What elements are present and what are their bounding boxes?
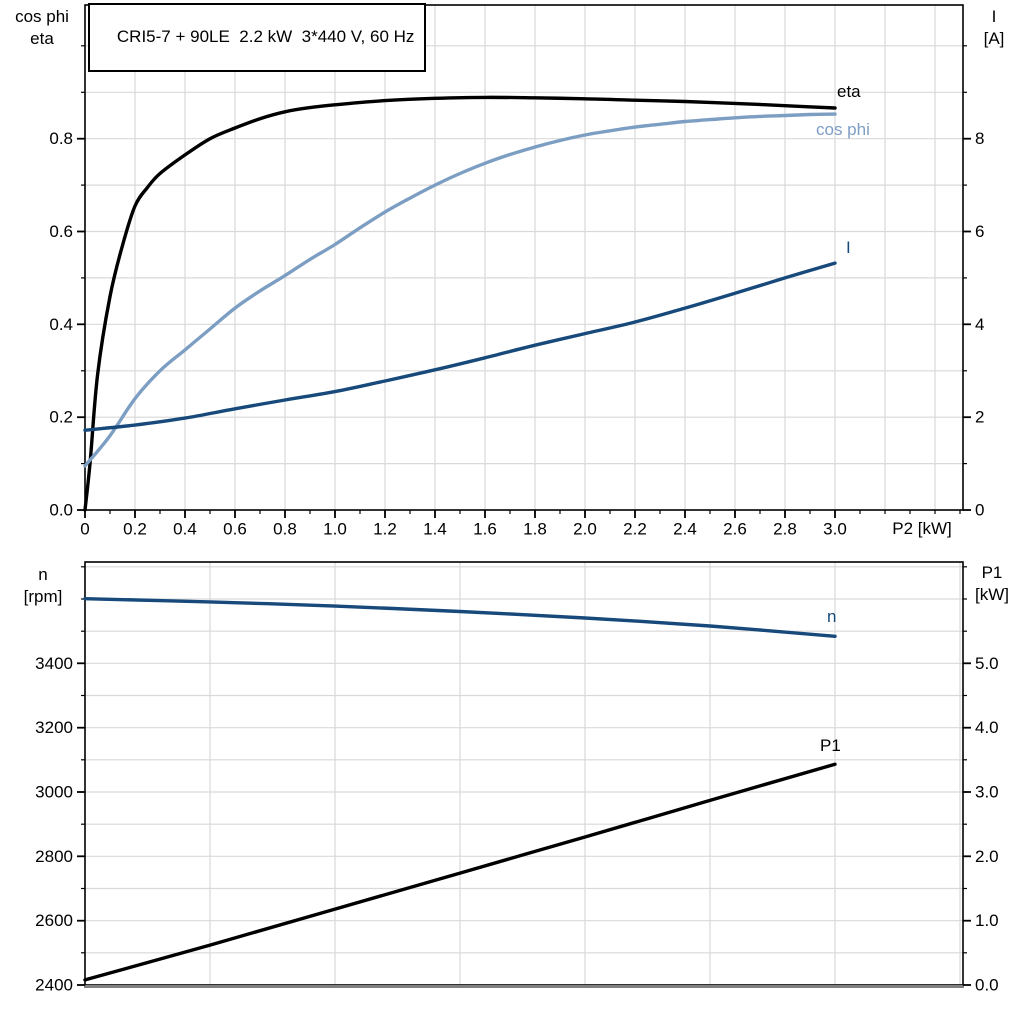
- bottom-right-axis-title: P1 [kW]: [962, 562, 1022, 606]
- tick-label: 3400: [35, 654, 73, 673]
- tick-label: 2.4: [673, 520, 697, 539]
- tick-label: 0.0: [49, 501, 73, 520]
- x-axis-title: P2 [kW]: [892, 519, 952, 538]
- tick-label: 2400: [35, 976, 73, 995]
- axis-title-speed-unit: [rpm]: [23, 587, 63, 606]
- tick-label: 8: [975, 129, 984, 148]
- top-right-axis-title: I [A]: [966, 6, 1022, 50]
- tick-label: 1.6: [473, 520, 497, 539]
- axis-title-cos-phi: cos phi: [15, 7, 69, 26]
- tick-label: 5.0: [975, 654, 999, 673]
- chart-title: CRI5-7 + 90LE 2.2 kW 3*440 V, 60 Hz: [116, 27, 415, 46]
- tick-label: 4: [975, 315, 984, 334]
- tick-label: 3.0: [823, 520, 847, 539]
- axis-title-power-unit: [kW]: [975, 585, 1009, 604]
- tick-label: 4.0: [975, 718, 999, 737]
- chart-title-box: CRI5-7 + 90LE 2.2 kW 3*440 V, 60 Hz: [88, 3, 427, 72]
- tick-label: 2600: [35, 911, 73, 930]
- tick-label: 2.0: [975, 847, 999, 866]
- tick-label: 0.2: [49, 408, 73, 427]
- tick-label: 1.8: [523, 520, 547, 539]
- tick-label: 1.2: [373, 520, 397, 539]
- curve-cos-phi: [83, 112, 837, 468]
- tick-label: 0: [80, 520, 89, 539]
- tick-label: 2.2: [623, 520, 647, 539]
- tick-label: 2800: [35, 847, 73, 866]
- tick-label: 0.8: [273, 520, 297, 539]
- curve-I: [83, 261, 837, 432]
- tick-label: 3.0: [975, 783, 999, 802]
- axis-title-current-unit: [A]: [983, 29, 1005, 48]
- plot-frame: [84, 4, 964, 511]
- tick-label: 0.4: [49, 315, 73, 334]
- curve-label-power: P1: [820, 736, 841, 755]
- tick-label: 3200: [35, 718, 73, 737]
- axis-title-current: I: [991, 7, 997, 26]
- tick-label: 1.4: [423, 520, 447, 539]
- curve-P1: [83, 762, 837, 982]
- tick-label: 0.4: [173, 520, 197, 539]
- tick-label: 0: [975, 501, 984, 520]
- curve-label-cos-phi: cos phi: [816, 120, 870, 139]
- tick-label: 0.8: [49, 129, 73, 148]
- tick-label: 0.6: [223, 520, 247, 539]
- tick-label: 0.6: [49, 222, 73, 241]
- curve-n: [83, 597, 837, 638]
- tick-label: 1.0: [975, 911, 999, 930]
- tick-label: 0.2: [123, 520, 147, 539]
- tick-label: 3000: [35, 783, 73, 802]
- curve-label-speed: n: [827, 607, 837, 626]
- curve-label-current: I: [846, 238, 851, 257]
- curve-label-eta: eta: [837, 82, 861, 101]
- tick-label: 1.0: [323, 520, 347, 539]
- tick-label: 2.0: [573, 520, 597, 539]
- axis-title-eta: eta: [30, 29, 54, 48]
- tick-label: 6: [975, 222, 984, 241]
- tick-label: 0.0: [975, 976, 999, 995]
- tick-label: 2.6: [723, 520, 747, 539]
- bottom-left-axis-title: n [rpm]: [8, 564, 78, 608]
- tick-label: 2: [975, 408, 984, 427]
- curve-eta: [83, 95, 837, 512]
- axis-title-speed: n: [38, 565, 48, 584]
- top-left-axis-title: cos phi eta: [2, 6, 82, 50]
- tick-label: 2.8: [773, 520, 797, 539]
- axis-title-power: P1: [981, 563, 1003, 582]
